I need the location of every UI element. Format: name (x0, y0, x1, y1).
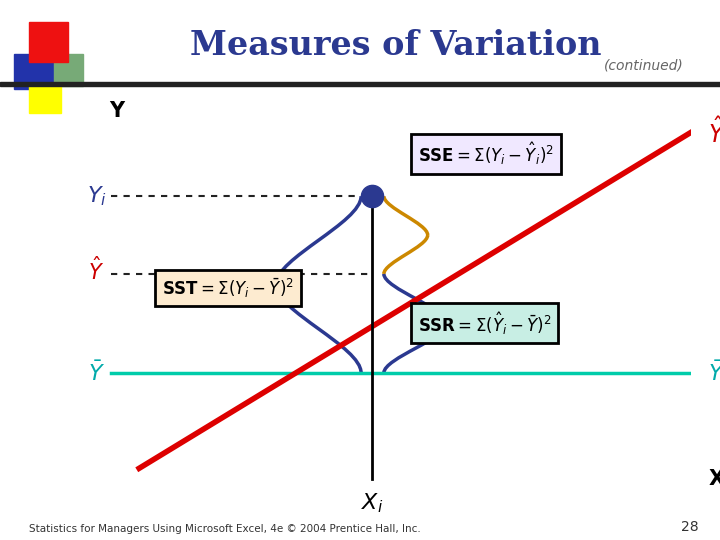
Text: $\bar{Y}$: $\bar{Y}$ (88, 361, 105, 385)
Text: X: X (708, 469, 720, 489)
Text: $\mathbf{SST}$$ = \Sigma(Y_i - \bar{Y})^2$: $\mathbf{SST}$$ = \Sigma(Y_i - \bar{Y})^… (162, 276, 294, 300)
Text: (continued): (continued) (604, 59, 684, 73)
Text: $\mathbf{SSR}$$ = \Sigma(\hat{Y}_i - \bar{Y})^2$: $\mathbf{SSR}$$ = \Sigma(\hat{Y}_i - \ba… (418, 310, 552, 337)
Text: $\mathbf{SSE}$$ = \Sigma(Y_i - \hat{Y}_i)^2$: $\mathbf{SSE}$$ = \Sigma(Y_i - \hat{Y}_i… (418, 140, 554, 167)
Text: $\bar{Y}$: $\bar{Y}$ (708, 361, 720, 385)
Text: $X_i$: $X_i$ (361, 491, 384, 515)
Text: 28: 28 (681, 519, 698, 534)
Text: $\hat{Y}$: $\hat{Y}$ (708, 117, 720, 148)
Text: Measures of Variation: Measures of Variation (190, 29, 602, 63)
Text: $\hat{Y}$: $\hat{Y}$ (89, 256, 104, 284)
Text: Y: Y (109, 101, 124, 121)
Text: Statistics for Managers Using Microsoft Excel, 4e © 2004 Prentice Hall, Inc.: Statistics for Managers Using Microsoft … (29, 523, 420, 534)
Text: $Y_i$: $Y_i$ (86, 184, 107, 208)
